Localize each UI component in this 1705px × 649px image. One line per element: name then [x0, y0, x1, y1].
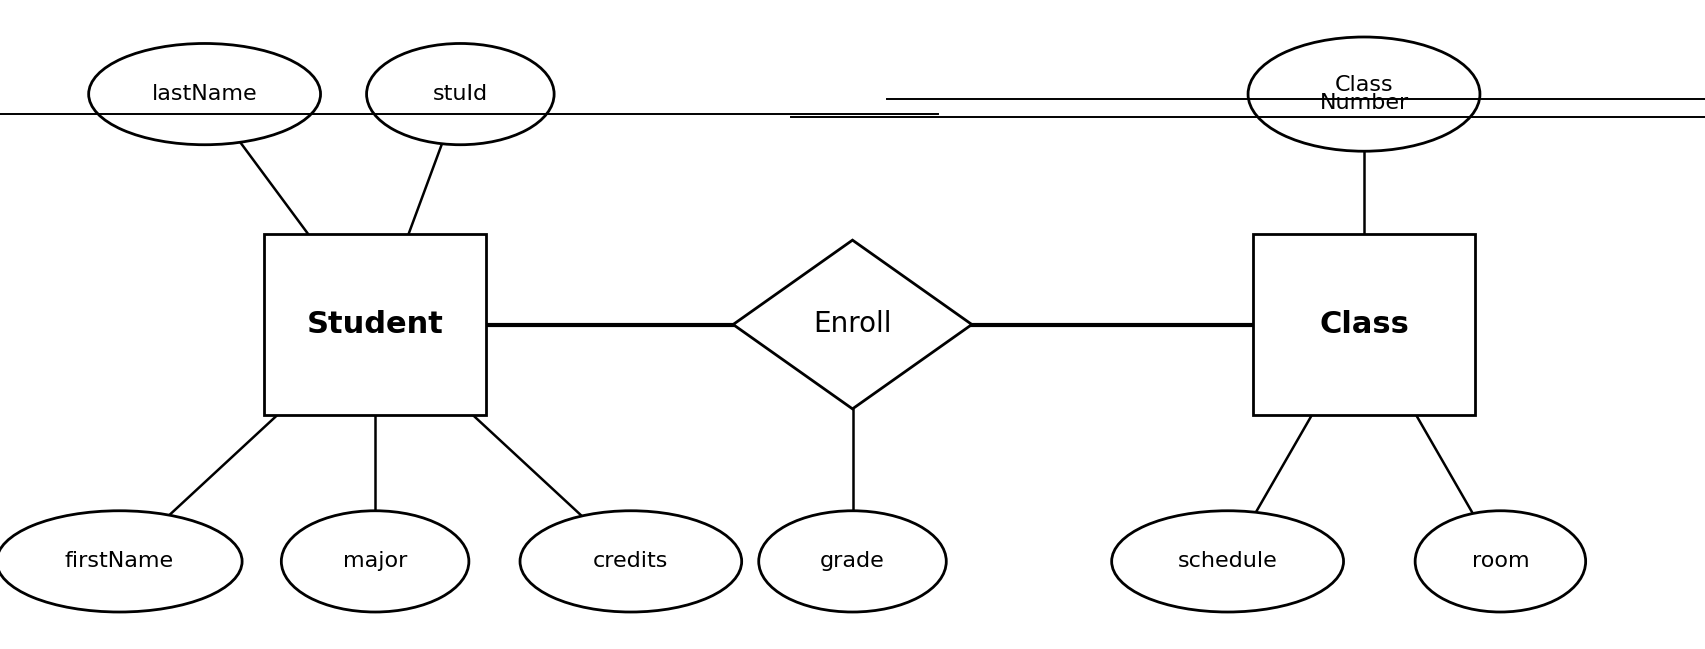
Text: firstName: firstName: [65, 552, 174, 571]
Text: credits: credits: [593, 552, 668, 571]
Text: Number: Number: [1320, 93, 1408, 113]
Ellipse shape: [367, 43, 554, 145]
Text: Class: Class: [1320, 310, 1408, 339]
Ellipse shape: [759, 511, 946, 612]
Ellipse shape: [281, 511, 469, 612]
Ellipse shape: [1415, 511, 1586, 612]
Ellipse shape: [89, 43, 321, 145]
Text: room: room: [1471, 552, 1529, 571]
Polygon shape: [733, 240, 972, 409]
Text: grade: grade: [820, 552, 885, 571]
Text: Student: Student: [307, 310, 443, 339]
Text: lastName: lastName: [152, 84, 257, 104]
Text: Class: Class: [1335, 75, 1393, 95]
Bar: [264, 234, 486, 415]
Text: major: major: [343, 552, 407, 571]
Text: Enroll: Enroll: [813, 310, 892, 339]
Text: schedule: schedule: [1178, 552, 1277, 571]
Ellipse shape: [1112, 511, 1344, 612]
Text: stuId: stuId: [433, 84, 488, 104]
Ellipse shape: [0, 511, 242, 612]
Bar: [1253, 234, 1475, 415]
Ellipse shape: [520, 511, 742, 612]
Ellipse shape: [1248, 37, 1480, 151]
